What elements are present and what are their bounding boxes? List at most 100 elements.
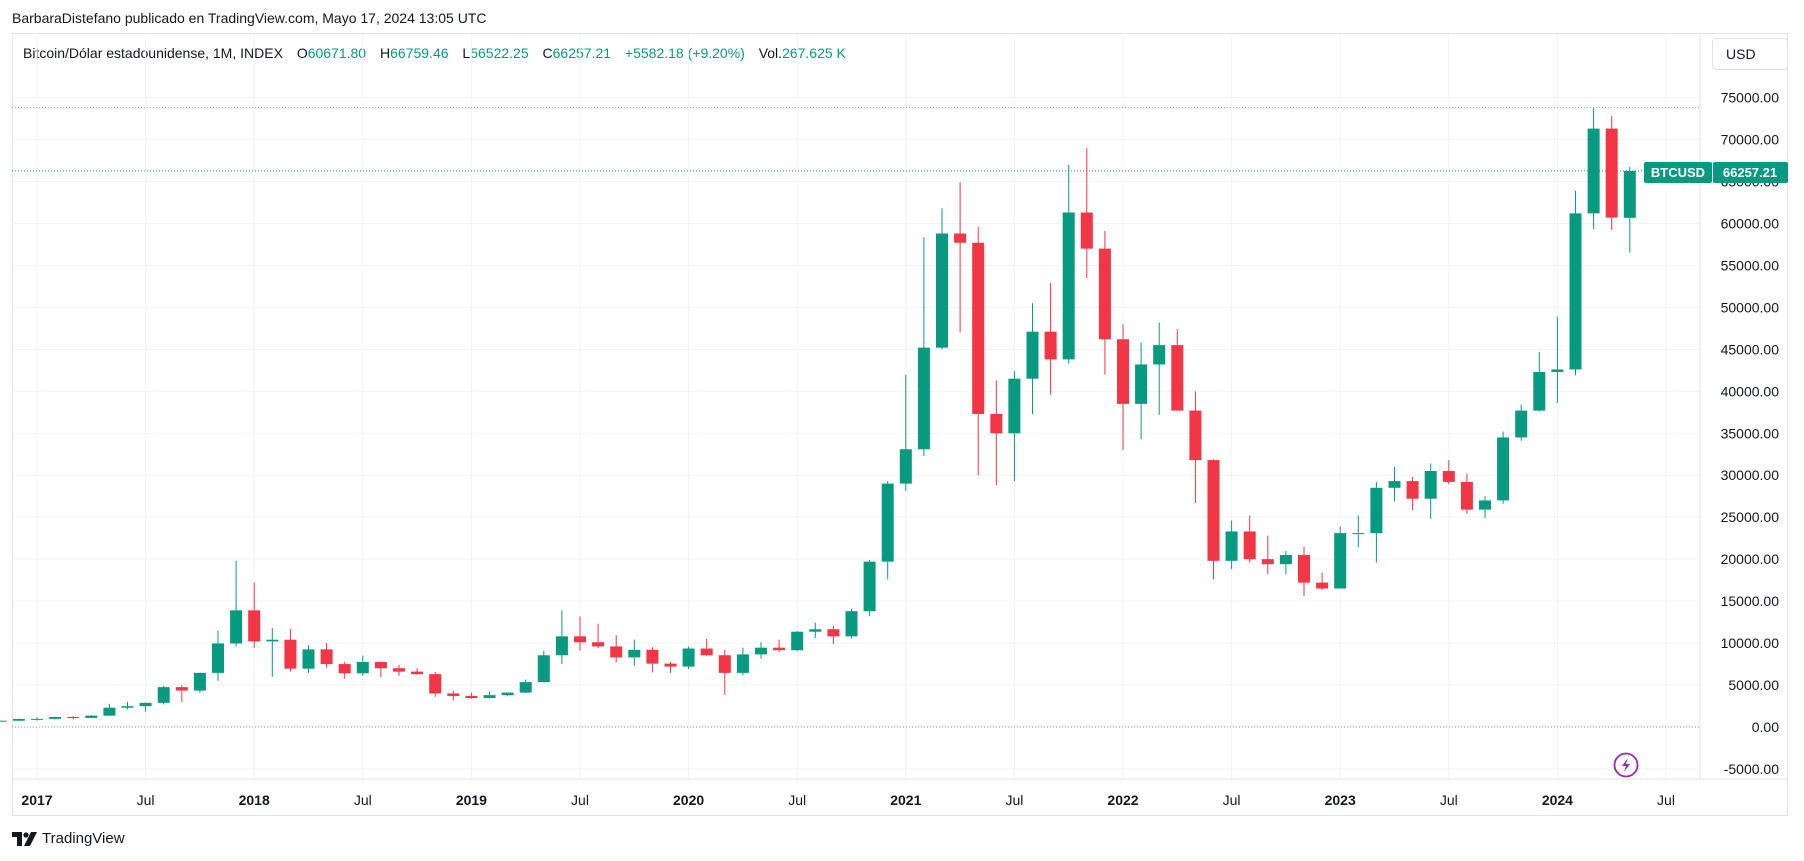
candle-body: [1080, 212, 1093, 249]
candle-body: [1370, 487, 1383, 534]
candle-body: [845, 611, 858, 637]
candle-body: [483, 695, 496, 699]
candle: [1569, 190, 1582, 376]
candle-body: [954, 233, 967, 243]
x-tick-label: 2017: [21, 792, 52, 808]
candle-body: [157, 687, 170, 703]
candle-body: [1515, 410, 1528, 438]
legend-low-label: L: [462, 45, 471, 61]
candle: [212, 630, 224, 681]
y-tick-label: 15000.00: [1721, 593, 1780, 609]
candle-body: [718, 655, 731, 673]
candle-body: [1551, 369, 1564, 372]
candle: [592, 623, 605, 649]
candle-body: [103, 707, 116, 716]
x-tick-label: 2024: [1542, 792, 1573, 808]
y-tick-label: 70000.00: [1721, 132, 1780, 148]
candle-body: [1424, 471, 1437, 499]
candle-body: [67, 717, 80, 719]
x-tick-label: 2022: [1107, 792, 1138, 808]
candle: [1008, 371, 1021, 482]
candle: [574, 616, 586, 651]
chart-frame: [12, 33, 1788, 816]
x-tick-label: 2018: [239, 792, 270, 808]
price-tag-symbol: BTCUSD: [1651, 165, 1705, 180]
candle-body: [1026, 331, 1039, 379]
candle-body: [827, 629, 840, 637]
candle: [1352, 515, 1365, 548]
candle-body: [1098, 248, 1111, 340]
candle-body: [592, 642, 605, 647]
currency-button[interactable]: USD: [1712, 38, 1788, 70]
candle: [31, 717, 43, 721]
candle-body: [1171, 345, 1184, 411]
x-axis: 2017 Jul 2018 Jul 2019 Jul 2020 Jul 2021 Jul 2022 J…: [21, 792, 1675, 808]
candle-body: [1062, 212, 1075, 360]
candle-body: [338, 664, 351, 674]
candle-body: [465, 695, 478, 699]
candle-body: [1008, 378, 1021, 434]
candle-body: [1334, 533, 1347, 589]
x-tick-label: Jul: [1005, 792, 1023, 808]
candle-body: [1316, 582, 1329, 589]
candle-body: [266, 639, 279, 642]
candle-body: [121, 706, 134, 708]
candle-body: [175, 687, 188, 691]
candle-body: [809, 629, 822, 632]
candle-body: [429, 674, 442, 694]
candle: [1388, 466, 1401, 502]
candle: [338, 661, 351, 679]
y-tick-label: 5000.00: [1728, 677, 1779, 693]
legend-volume-label: Vol.: [758, 45, 783, 61]
candle-body: [990, 413, 1003, 434]
candle: [103, 703, 116, 716]
candle: [0, 720, 7, 722]
candle-body: [537, 655, 550, 683]
lightning-icon[interactable]: [1613, 752, 1639, 778]
candle: [230, 560, 243, 647]
candle: [990, 380, 1003, 486]
y-tick-label: 75000.00: [1721, 90, 1780, 106]
candle-body: [1533, 371, 1546, 411]
candle-body: [374, 661, 387, 669]
candle-body: [501, 692, 514, 696]
candle: [121, 701, 134, 710]
candle-body: [1479, 500, 1491, 510]
legend-close-label: C: [542, 45, 553, 61]
candle-body: [1207, 460, 1220, 561]
candle-body: [31, 718, 43, 720]
candle: [1497, 431, 1510, 504]
tradingview-logo[interactable]: TradingView: [12, 830, 125, 847]
candle: [863, 559, 876, 617]
candle: [1044, 283, 1057, 395]
legend-volume-value: 267.625 K: [782, 45, 846, 61]
candle: [610, 635, 623, 663]
candle: [1243, 515, 1256, 563]
candle: [1334, 526, 1347, 589]
candle: [809, 622, 822, 639]
x-tick-label: Jul: [137, 792, 155, 808]
candle: [85, 715, 98, 719]
candle-body: [248, 610, 261, 642]
candle: [1605, 116, 1618, 231]
candle-body: [863, 561, 876, 612]
candle-body: [646, 649, 659, 664]
candle-body: [1497, 437, 1510, 501]
x-tick-label: 2020: [673, 792, 704, 808]
legend-change: +5582.18 (+9.20%): [624, 45, 745, 61]
candle-body: [1117, 339, 1129, 404]
last-price-tag: BTCUSD 66257.21: [1644, 162, 1788, 183]
candle: [1406, 476, 1419, 511]
candle-body: [519, 682, 532, 693]
candle: [1442, 460, 1455, 485]
legend-open-value: 60671.80: [307, 45, 367, 61]
candle: [881, 481, 894, 580]
candle: [519, 679, 532, 694]
y-tick-label: 20000.00: [1721, 551, 1780, 567]
candle: [193, 672, 206, 693]
candle-body: [302, 649, 315, 669]
candle: [1062, 164, 1075, 364]
candle-body: [1189, 410, 1202, 461]
candle-body: [972, 242, 985, 414]
